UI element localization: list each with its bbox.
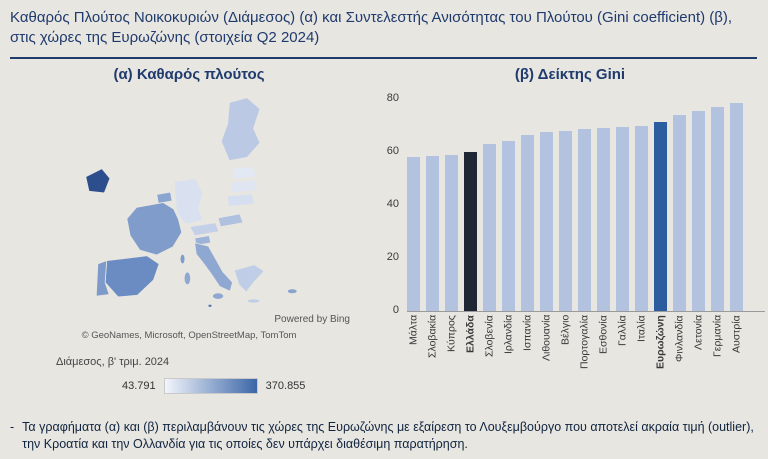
x-axis-label: Σλοβακία xyxy=(426,315,439,359)
gini-bar xyxy=(483,144,496,311)
y-axis-tick: 60 xyxy=(386,145,399,157)
europe-map-svg xyxy=(85,97,298,308)
gini-bar xyxy=(673,114,686,311)
y-axis-tick: 40 xyxy=(386,198,399,210)
x-axis-label: Φινλανδία xyxy=(673,315,686,362)
map-region-estonia[interactable] xyxy=(232,165,257,180)
gini-bar xyxy=(654,121,667,311)
map-region-portugal[interactable] xyxy=(95,260,110,297)
net-wealth-map-panel: (α) Καθαρός πλούτος xyxy=(10,66,368,411)
y-axis-tick: 0 xyxy=(392,304,399,316)
map-region-ireland[interactable] xyxy=(85,168,111,194)
x-axis-label: Πορτογαλία xyxy=(578,315,591,370)
x-axis-label: Ελλάδα xyxy=(464,315,477,353)
gini-bar xyxy=(540,132,553,311)
map-region-spain[interactable] xyxy=(104,255,160,298)
map-region-austria[interactable] xyxy=(189,222,220,237)
map-region-corsica[interactable] xyxy=(179,253,186,265)
map-legend-label: Διάμεσος, β' τριμ. 2024 xyxy=(56,356,170,368)
powered-by-bing-label: Powered by Bing xyxy=(274,314,350,325)
map-region-belgium[interactable] xyxy=(156,191,173,204)
map-region-france[interactable] xyxy=(126,202,183,256)
gini-bar xyxy=(635,125,648,311)
gini-bar xyxy=(692,110,705,311)
map-region-lithuania[interactable] xyxy=(226,193,255,208)
legend-min-value: 43.791 xyxy=(122,380,156,392)
gini-chart-title: (β) Δείκτης Gini xyxy=(514,66,626,83)
x-axis-label: Γαλλία xyxy=(616,315,629,346)
map-legend-scale: 43.791 370.855 xyxy=(122,378,356,394)
map-region-slovakia[interactable] xyxy=(217,213,244,228)
gini-chart-panel: (β) Δείκτης Gini 0 20 40 60 80 Μάλτα Σλοβακία… xyxy=(375,66,765,426)
map-region-sardinia[interactable] xyxy=(183,271,192,286)
plot-area xyxy=(407,99,765,312)
map-region-cyprus[interactable] xyxy=(287,288,298,295)
y-axis-tick: 80 xyxy=(386,92,399,104)
footnote: - Τα γραφήματα (α) και (β) περιλαμβάνουν… xyxy=(10,419,762,453)
map-region-greece[interactable] xyxy=(233,264,265,293)
map-region-germany[interactable] xyxy=(174,177,204,225)
x-axis-label: Εσθονία xyxy=(597,315,610,354)
x-axis-labels: Μάλτα Σλοβακία Κύπρος Ελλάδα Σλοβενία Ιρλανδί… xyxy=(407,315,765,401)
x-axis-label: Ισπανία xyxy=(521,315,534,352)
gini-bar xyxy=(578,129,591,311)
x-axis-label: Μάλτα xyxy=(407,315,420,346)
y-axis-tick: 20 xyxy=(386,251,399,263)
gini-bar xyxy=(730,102,743,311)
x-axis-label: Ιρλανδία xyxy=(502,315,515,355)
map-attribution: © GeoNames, Microsoft, OpenStreetMap, To… xyxy=(81,330,297,341)
title-divider xyxy=(10,57,757,59)
map-region-finland[interactable] xyxy=(220,97,261,162)
map-region-latvia[interactable] xyxy=(229,179,259,194)
y-axis: 0 20 40 60 80 xyxy=(377,92,401,316)
europe-choropleth-map[interactable] xyxy=(14,88,364,330)
footnote-text: Τα γραφήματα (α) και (β) περιλαμβάνουν τ… xyxy=(22,420,754,451)
x-axis-label: Βέλγιο xyxy=(559,315,572,346)
x-axis-label: Αυστρία xyxy=(730,315,743,353)
x-axis-label: Γερμανία xyxy=(711,315,724,358)
x-axis-label: Λιθουανία xyxy=(540,315,553,362)
x-axis-label: Ιταλία xyxy=(635,315,648,342)
legend-gradient-bar xyxy=(163,378,258,394)
gini-bar xyxy=(597,128,610,311)
gini-bar xyxy=(445,154,458,311)
page-title: Καθαρός Πλούτος Νοικοκυριών (Διάμεσος) (… xyxy=(10,9,733,47)
gini-bar xyxy=(502,141,515,311)
map-panel-title: (α) Καθαρός πλούτος xyxy=(113,66,265,83)
map-region-malta[interactable] xyxy=(207,303,213,308)
gini-bar xyxy=(521,134,534,311)
map-legend: Διάμεσος, β' τριμ. 2024 43.791 370.855 xyxy=(56,356,356,394)
x-axis-label: Λετονία xyxy=(692,315,705,351)
gini-bar-chart: 0 20 40 60 80 Μάλτα Σλοβακία Κύπρος Ελλάδα Σλοβε… xyxy=(377,92,765,401)
gini-bar xyxy=(464,152,477,311)
gini-bar xyxy=(711,106,724,311)
footnote-bullet: - xyxy=(10,420,15,434)
legend-max-value: 370.855 xyxy=(265,380,306,392)
map-region-sicily[interactable] xyxy=(211,292,225,300)
x-axis-label: Σλοβενία xyxy=(483,315,496,357)
gini-bar xyxy=(426,155,439,311)
gini-bar xyxy=(407,157,420,311)
map-region-crete[interactable] xyxy=(246,298,261,304)
x-axis-label: Ευρωζώνη xyxy=(654,315,667,369)
map-region-italy[interactable] xyxy=(194,242,234,292)
x-axis-label: Κύπρος xyxy=(445,315,458,352)
gini-bar xyxy=(616,126,629,311)
gini-bar xyxy=(559,130,572,311)
